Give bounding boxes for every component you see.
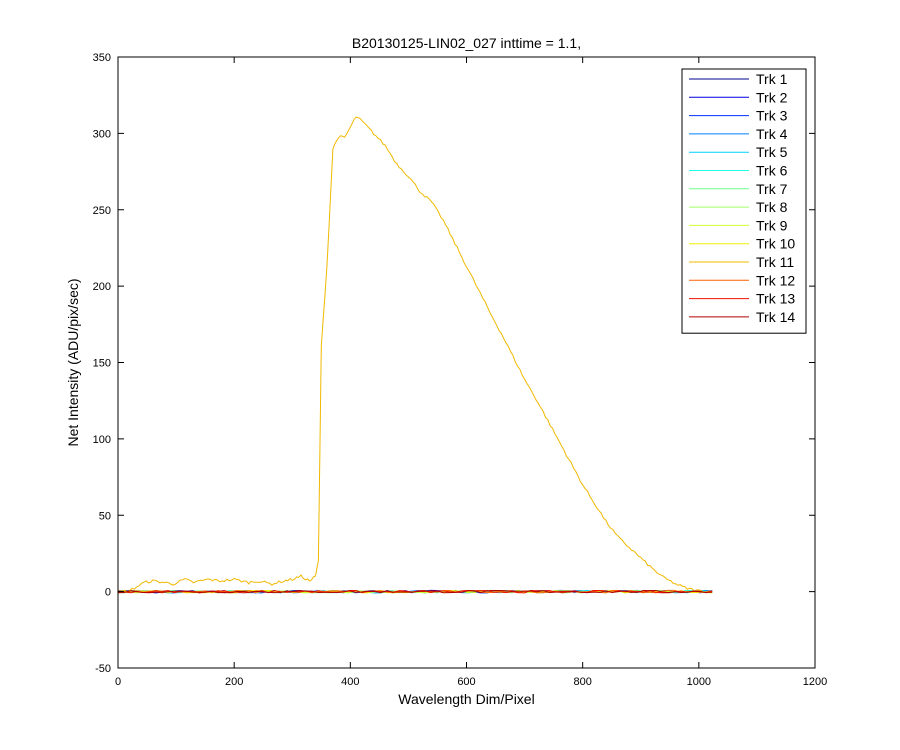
legend-entry-10: Trk 10 [756,236,795,252]
y-tick-label: 350 [93,52,111,64]
x-tick-label: 800 [573,676,591,688]
legend-entry-1: Trk 1 [756,71,788,87]
legend-entry-8: Trk 8 [756,199,788,215]
y-tick-label: 300 [93,128,111,140]
legend-entry-13: Trk 13 [756,291,795,307]
legend-entry-4: Trk 4 [756,126,788,142]
legend-entry-7: Trk 7 [756,181,788,197]
x-axis-label: Wavelength Dim/Pixel [398,691,534,707]
y-tick-label: 100 [93,434,111,446]
y-axis-label: Net Intensity (ADU/pix/sec) [65,278,81,446]
y-tick-label: 150 [93,358,111,370]
legend-entry-12: Trk 12 [756,272,795,288]
legend-box [681,68,807,334]
y-tick-label: 250 [93,205,111,217]
axes: 0 200 400 600 800 1000 1200 -50 0 50 100 150 200 250 3… [93,52,828,688]
x-tick-label: 600 [457,676,475,688]
x-tick-label: 1200 [803,676,827,688]
legend-entry-5: Trk 5 [756,144,788,160]
legend-entry-3: Trk 3 [756,108,788,124]
legend: Trk 1 Trk 2 Trk 3 Trk 4 Trk 5 Trk 6 Trk 7 Trk 8… [681,68,807,334]
plot-area [118,116,713,594]
x-tick-label: 1000 [687,676,711,688]
y-tick-label: 200 [93,281,111,293]
y-tick-label: 0 [105,587,111,599]
x-tick-label: 0 [115,676,121,688]
legend-entry-9: Trk 9 [756,217,788,233]
x-tick-label: 400 [341,676,359,688]
x-tick-label: 200 [225,676,243,688]
series-line-11 [118,116,713,593]
series-line-14 [118,589,713,594]
y-tick-label: -50 [95,663,111,675]
legend-entry-6: Trk 6 [756,163,788,179]
legend-entry-11: Trk 11 [756,254,794,270]
legend-entry-2: Trk 2 [756,89,788,105]
legend-entry-14: Trk 14 [756,309,795,325]
y-tick-label: 50 [99,510,111,522]
chart-title: B20130125-LIN02_027 inttime = 1.1, [352,35,581,51]
